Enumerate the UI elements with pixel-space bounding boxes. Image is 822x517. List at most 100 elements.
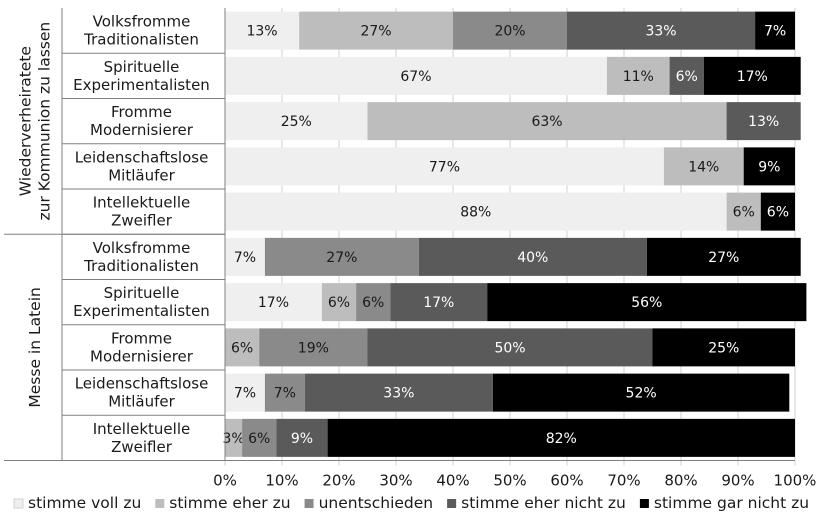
data-label: 6%: [767, 205, 789, 221]
legend-swatch: [639, 499, 649, 508]
data-label: 14%: [688, 159, 719, 175]
bar-segment: [652, 328, 795, 367]
x-tick-label: 40%: [436, 472, 469, 490]
data-label: 3%: [222, 431, 244, 447]
data-label: 77%: [429, 159, 460, 175]
x-tick-label: 70%: [607, 472, 640, 490]
x-tick-label: 20%: [322, 472, 355, 490]
x-tick-label: 60%: [550, 472, 583, 490]
data-label: 6%: [231, 340, 253, 356]
x-tick-label: 30%: [379, 472, 412, 490]
bar-segment: [276, 418, 328, 457]
x-tick-label: 80%: [664, 472, 697, 490]
bar-segment: [663, 147, 744, 186]
category-label: Volksfromme Traditionalisten: [83, 13, 199, 49]
bar-segment: [299, 11, 453, 50]
data-label: 20%: [494, 24, 525, 40]
bar-segment: [264, 237, 419, 276]
x-tick-label: 90%: [721, 472, 754, 490]
data-label: 13%: [748, 114, 779, 130]
bar-segment: [225, 328, 260, 367]
bar-segment: [225, 192, 727, 231]
data-label: 27%: [326, 250, 357, 266]
data-label: 7%: [234, 386, 256, 402]
bar-segment: [453, 11, 567, 50]
data-label: 25%: [708, 340, 739, 356]
bar-segment: [259, 328, 368, 367]
legend-swatch: [447, 499, 457, 508]
legend-label: stimme eher nicht zu: [461, 494, 626, 512]
category-label: Leidenschaftslose Mitläufer: [75, 375, 209, 411]
data-label: 88%: [460, 205, 491, 221]
bar-segment: [669, 56, 704, 95]
data-label: 17%: [258, 295, 289, 311]
category-label: Intellektuelle Zweifler: [93, 194, 190, 230]
bar-segment: [327, 418, 795, 457]
bar-segment: [487, 283, 807, 322]
data-label: 6%: [362, 295, 384, 311]
bar-segment: [726, 102, 801, 141]
data-label: 27%: [708, 250, 739, 266]
bar-segment: [606, 56, 670, 95]
category-label: Spirituelle Experimentalisten: [73, 284, 210, 320]
data-label: 50%: [494, 340, 525, 356]
data-label: 6%: [248, 431, 270, 447]
data-label: 17%: [737, 69, 768, 85]
data-label: 52%: [626, 386, 657, 402]
data-label: 13%: [246, 24, 277, 40]
bar-segment: [264, 373, 305, 412]
group-label: Messe in Latein: [26, 287, 44, 407]
data-label: 7%: [234, 250, 256, 266]
category-label: Fromme Modernisierer: [90, 103, 194, 139]
data-label: 6%: [328, 295, 350, 311]
data-label: 82%: [546, 431, 577, 447]
bar-segment: [367, 328, 653, 367]
legend-label: stimme voll zu: [28, 494, 141, 512]
bar-segment: [367, 102, 727, 141]
data-label: 9%: [291, 431, 313, 447]
data-label: 19%: [298, 340, 329, 356]
category-label: Volksfromme Traditionalisten: [83, 239, 199, 275]
bar-segment: [567, 11, 756, 50]
bar-segment: [743, 147, 795, 186]
group-label: Wiederverheiratetezur Kommunion zu lasse…: [17, 22, 54, 221]
data-label: 7%: [764, 24, 786, 40]
data-label: 40%: [517, 250, 548, 266]
bar-segment: [646, 237, 801, 276]
bar-segment: [225, 418, 243, 457]
data-label: 25%: [281, 114, 312, 130]
data-label: 17%: [423, 295, 454, 311]
x-tick-label: 50%: [493, 472, 526, 490]
bar-segment: [225, 147, 664, 186]
data-label: 7%: [274, 386, 296, 402]
data-label: 33%: [383, 386, 414, 402]
category-label: Intellektuelle Zweifler: [93, 420, 190, 456]
bar-segment: [703, 56, 801, 95]
bar-segment: [418, 237, 647, 276]
data-label: 9%: [758, 159, 780, 175]
legend-swatch: [13, 498, 24, 509]
data-label: 27%: [360, 24, 391, 40]
bar-segment: [225, 102, 368, 141]
bar-segment: [492, 373, 790, 412]
bar-segment: [225, 11, 300, 50]
bar-segment: [760, 192, 795, 231]
bar-segment: [242, 418, 277, 457]
bar-segment: [304, 373, 493, 412]
x-tick-label: 100%: [774, 472, 817, 490]
bar-segment: [390, 283, 488, 322]
data-label: 33%: [645, 24, 676, 40]
category-label: Spirituelle Experimentalisten: [73, 58, 210, 94]
x-tick-label: 0%: [213, 472, 237, 490]
legend-label: stimme eher zu: [169, 494, 290, 512]
data-label: 63%: [531, 114, 562, 130]
bar-segment: [321, 283, 357, 322]
data-label: 56%: [631, 295, 662, 311]
data-label: 67%: [400, 69, 431, 85]
bar-segment: [225, 56, 607, 95]
bar-segment: [726, 192, 761, 231]
bar-segment: [225, 283, 322, 322]
bar-segment: [225, 373, 265, 412]
legend-label: unentschieden: [319, 494, 434, 512]
